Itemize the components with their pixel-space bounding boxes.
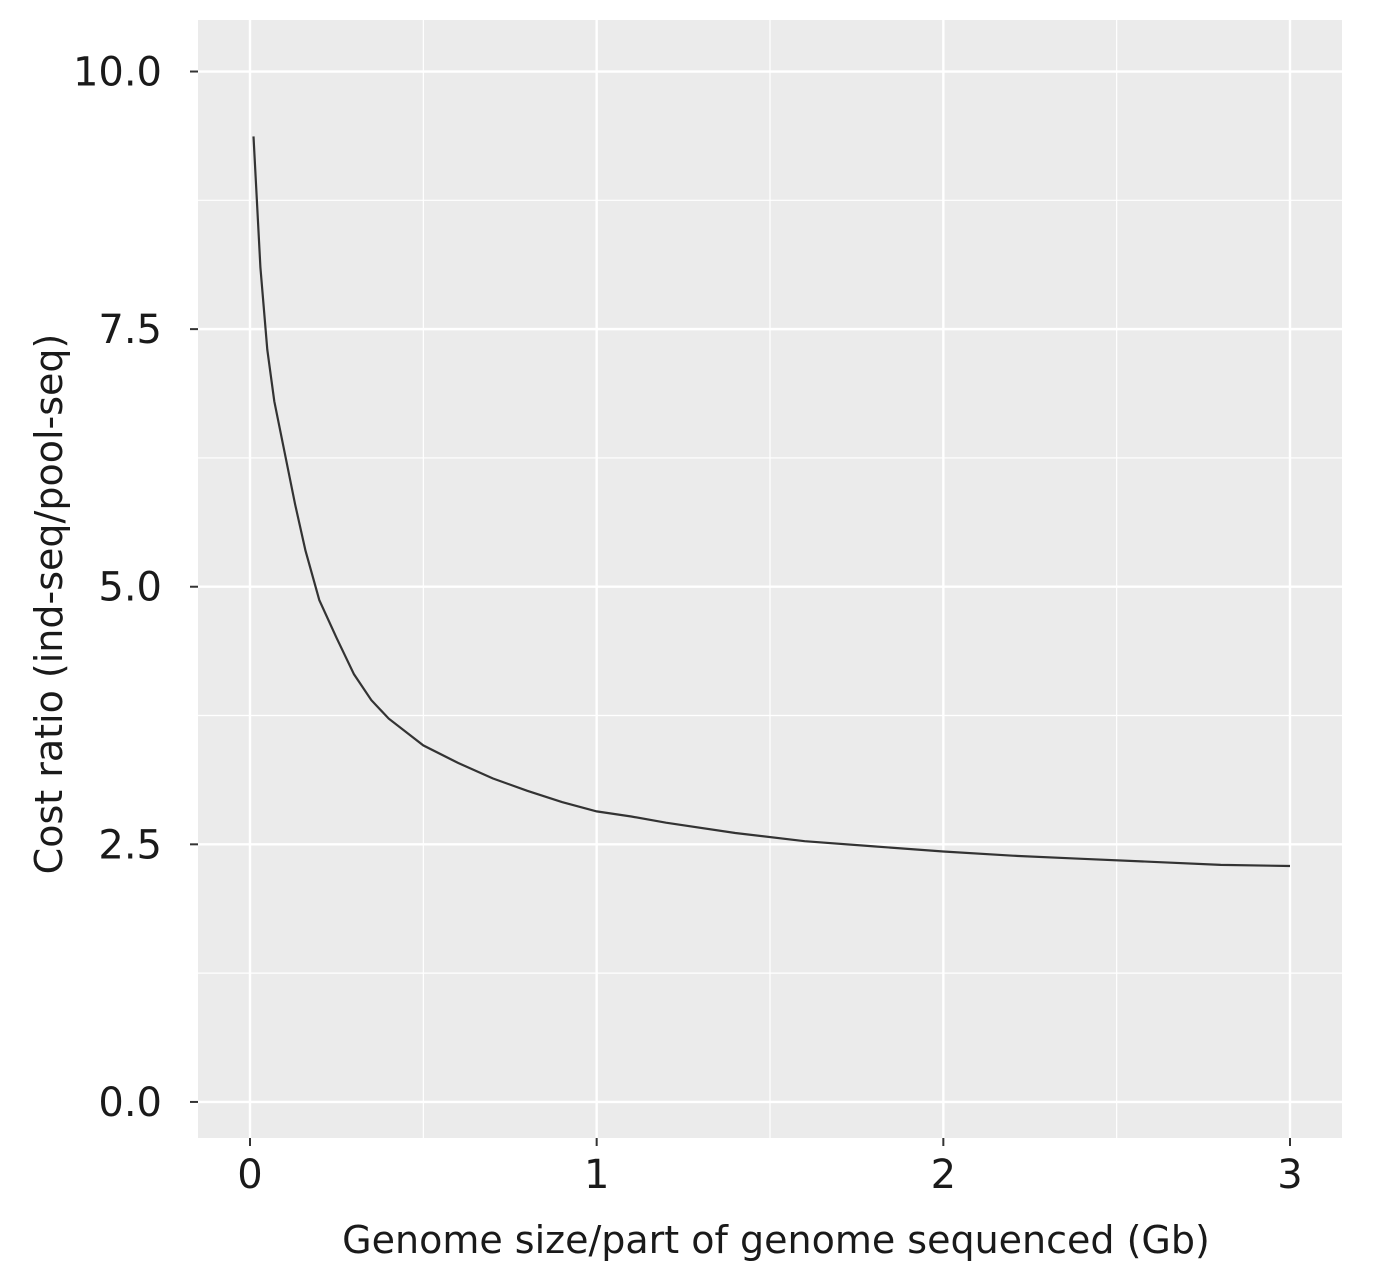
x-tick-label: 2 (931, 1152, 956, 1198)
x-axis: 0 1 2 3 (237, 1138, 1303, 1198)
x-tick-label: 0 (237, 1152, 262, 1198)
y-tick-label: 2.5 (98, 822, 162, 868)
y-axis: 0.0 2.5 5.0 7.5 10.0 (73, 50, 198, 1126)
major-grid (198, 20, 1342, 1138)
x-axis-title: Genome size/part of genome sequenced (Gb… (342, 1218, 1210, 1262)
y-tick-label: 5.0 (98, 565, 162, 611)
x-tick-label: 3 (1277, 1152, 1302, 1198)
series-line (252, 136, 1291, 868)
y-tick-label: 7.5 (98, 307, 162, 353)
y-tick-label: 10.0 (73, 50, 162, 96)
y-axis-title: Cost ratio (ind-seq/pool-seq) (27, 334, 71, 875)
minor-grid (198, 20, 1342, 1138)
x-tick-label: 1 (584, 1152, 609, 1198)
y-tick-label: 0.0 (98, 1080, 162, 1126)
